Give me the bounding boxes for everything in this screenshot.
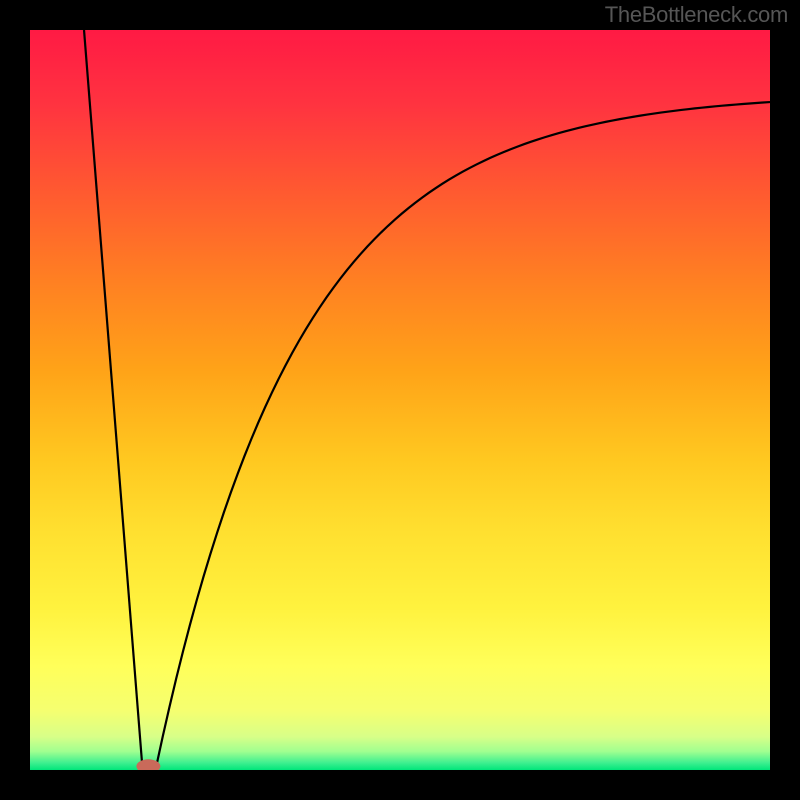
chart-background bbox=[30, 30, 770, 770]
chart-container: TheBottleneck.com bbox=[0, 0, 800, 800]
plot-area bbox=[30, 30, 770, 770]
watermark-text: TheBottleneck.com bbox=[605, 2, 788, 28]
chart-svg bbox=[30, 30, 770, 770]
